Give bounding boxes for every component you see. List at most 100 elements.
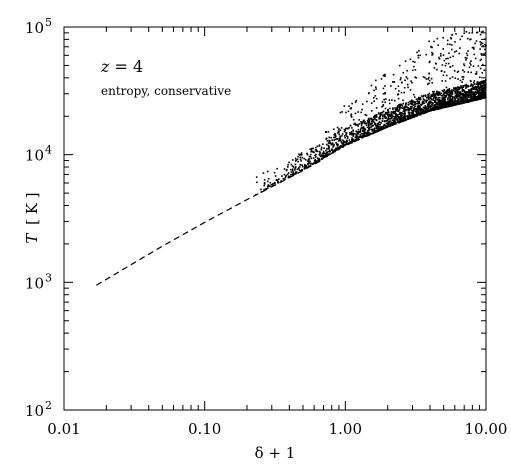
- scatter-point: [291, 165, 294, 167]
- scatter-point: [423, 112, 426, 114]
- scatter-point: [357, 137, 359, 139]
- scatter-point: [378, 121, 381, 124]
- scatter-point: [462, 89, 464, 92]
- scatter-point: [369, 122, 372, 125]
- scatter-point: [428, 82, 430, 85]
- scatter-point: [370, 128, 372, 131]
- scatter-point: [365, 122, 368, 125]
- scatter-point: [447, 97, 450, 99]
- scatter-point: [441, 104, 443, 106]
- scatter-point: [444, 96, 446, 99]
- scatter-point: [462, 69, 464, 71]
- scatter-point: [302, 165, 304, 168]
- scatter-point: [339, 145, 342, 147]
- scatter-point: [433, 109, 435, 111]
- scatter-point: [371, 129, 373, 131]
- scatter-point: [480, 31, 483, 33]
- scatter-point: [462, 78, 464, 81]
- scatter-point: [442, 98, 444, 100]
- scatter-point: [362, 130, 364, 132]
- scatter-point: [445, 104, 447, 107]
- scatter-point: [446, 93, 448, 95]
- scatter-point: [326, 147, 328, 150]
- scatter-point: [334, 147, 337, 150]
- scatter-point: [482, 97, 484, 99]
- scatter-point: [461, 35, 463, 38]
- scatter-point: [467, 92, 469, 94]
- scatter-point: [391, 115, 393, 117]
- scatter-point: [385, 116, 387, 119]
- scatter-point: [451, 93, 454, 96]
- scatter-point: [374, 117, 376, 119]
- scatter-point: [480, 53, 482, 55]
- scatter-point: [448, 88, 451, 90]
- scatter-point: [315, 153, 317, 156]
- scatter-point: [384, 75, 386, 77]
- scatter-point: [455, 50, 458, 52]
- scatter-point: [461, 99, 464, 102]
- scatter-point: [433, 90, 435, 93]
- scatter-point: [393, 110, 395, 113]
- scatter-point: [363, 131, 365, 133]
- scatter-point: [308, 165, 310, 167]
- scatter-point: [320, 146, 323, 149]
- scatter-point: [423, 102, 426, 104]
- scatter-point: [309, 148, 311, 150]
- scatter-point: [483, 83, 485, 86]
- scatter-point: [451, 34, 453, 36]
- scatter-point: [341, 135, 343, 137]
- scatter-point: [391, 123, 394, 126]
- scatter-point: [382, 110, 385, 113]
- scatter-point: [380, 128, 383, 131]
- scatter-point: [409, 116, 412, 119]
- scatter-point: [409, 102, 411, 105]
- scatter-point: [336, 143, 339, 145]
- scatter-point: [462, 92, 464, 95]
- scatter-point: [451, 89, 453, 91]
- scatter-point: [396, 105, 399, 107]
- scatter-point: [292, 172, 295, 175]
- scatter-point: [417, 111, 420, 114]
- scatter-point: [315, 161, 317, 163]
- scatter-point: [418, 50, 420, 52]
- scatter-point: [403, 118, 405, 120]
- scatter-point: [430, 94, 433, 96]
- scatter-point: [363, 119, 365, 122]
- scatter-point: [471, 99, 473, 101]
- y-tick-label: 10: [25, 147, 44, 165]
- scatter-point: [442, 105, 444, 107]
- scatter-point: [434, 105, 437, 108]
- scatter-point: [390, 111, 393, 113]
- scatter-point: [462, 99, 465, 101]
- scatter-point: [419, 113, 422, 116]
- scatter-point: [321, 158, 323, 160]
- scatter-point: [422, 111, 425, 113]
- scatter-point: [474, 57, 477, 60]
- scatter-point: [436, 90, 438, 93]
- scatter-point: [318, 153, 321, 155]
- scatter-point: [306, 153, 309, 156]
- scatter-point: [332, 146, 334, 148]
- scatter-point: [471, 85, 474, 88]
- scatter-point: [456, 97, 458, 99]
- scatter-point: [448, 99, 451, 102]
- axis-ticks: [63, 27, 486, 411]
- scatter-point: [425, 78, 428, 80]
- scatter-point: [471, 46, 474, 49]
- scatter-point: [351, 102, 353, 105]
- scatter-point: [363, 134, 366, 137]
- scatter-point: [391, 124, 393, 126]
- scatter-point: [474, 99, 476, 101]
- scatter-point: [411, 100, 413, 102]
- scatter-point: [454, 77, 457, 79]
- scatter-point: [287, 175, 290, 178]
- scatter-point: [358, 136, 361, 138]
- scatter-point: [428, 72, 430, 75]
- scatter-point: [460, 85, 462, 87]
- scatter-point: [426, 111, 428, 113]
- scatter-point: [466, 57, 468, 59]
- scatter-point: [397, 93, 400, 95]
- scatter-point: [366, 135, 368, 137]
- scatter-point: [464, 56, 467, 59]
- scatter-point: [398, 109, 400, 111]
